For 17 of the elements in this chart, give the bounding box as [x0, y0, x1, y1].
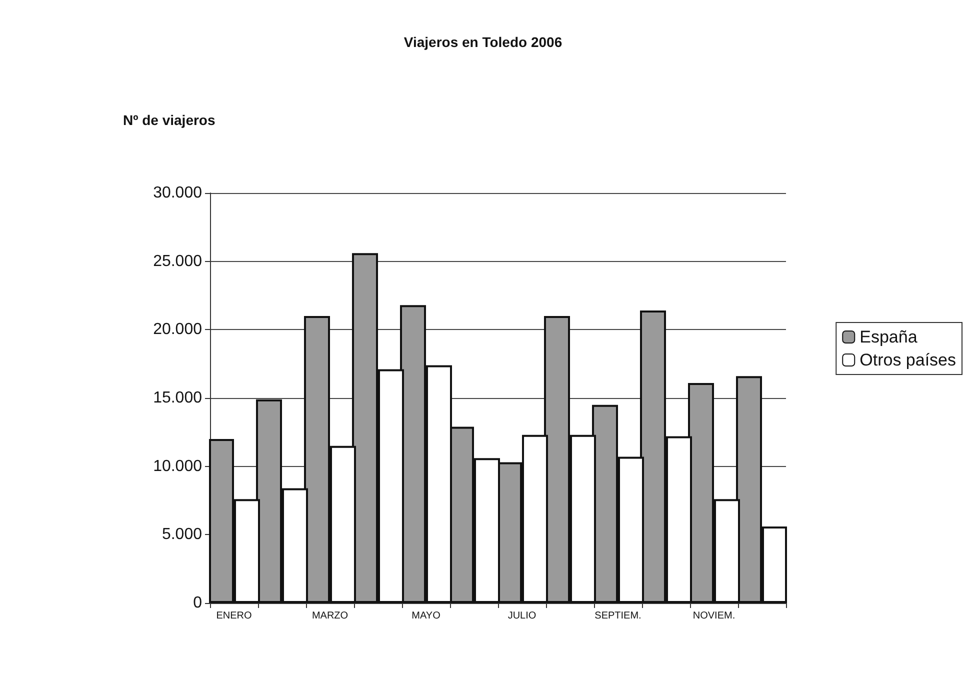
x-tick-label: MARZO: [312, 610, 348, 622]
legend-label: Otros países: [860, 350, 956, 370]
y-tick-label: 15.000: [153, 390, 202, 406]
y-tick-label: 20.000: [153, 321, 202, 338]
legend-label: España: [860, 328, 918, 346]
y-tick-label: 10.000: [153, 458, 202, 475]
y-tick-label: 25.000: [153, 252, 202, 270]
x-tick-label: SEPTIEM.: [594, 610, 642, 622]
x-tick-label: ENERO: [216, 610, 252, 622]
y-tick-label: 0: [193, 594, 202, 612]
y-axis-title: Nº de viajeros: [123, 112, 216, 128]
x-tick-label: MAYO: [412, 610, 441, 622]
y-tick-label: 30.000: [153, 184, 202, 202]
x-tick-label: NOVIEM.: [692, 610, 736, 622]
x-tick-label: JULIO: [508, 610, 536, 622]
y-tick-label: 5.000: [162, 526, 202, 544]
chart-title: Viajeros en Toledo 2006: [404, 34, 562, 50]
